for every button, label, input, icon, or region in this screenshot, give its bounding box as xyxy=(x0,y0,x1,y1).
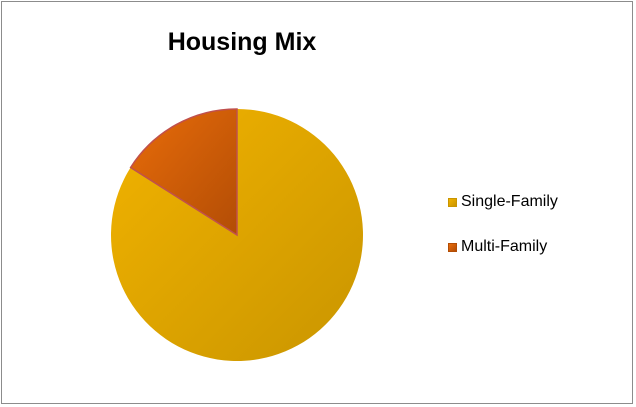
legend: Single-Family Multi-Family xyxy=(448,192,558,257)
pie-slice-multi-family xyxy=(129,108,238,237)
legend-item-single-family: Single-Family xyxy=(448,192,558,212)
chart-title: Housing Mix xyxy=(167,28,317,56)
legend-swatch-single-family xyxy=(448,197,457,207)
legend-label-multi-family: Multi-Family xyxy=(461,238,548,255)
legend-swatch-multi-family xyxy=(448,242,457,252)
legend-label-single-family: Single-Family xyxy=(461,193,558,210)
legend-item-multi-family: Multi-Family xyxy=(448,237,558,257)
